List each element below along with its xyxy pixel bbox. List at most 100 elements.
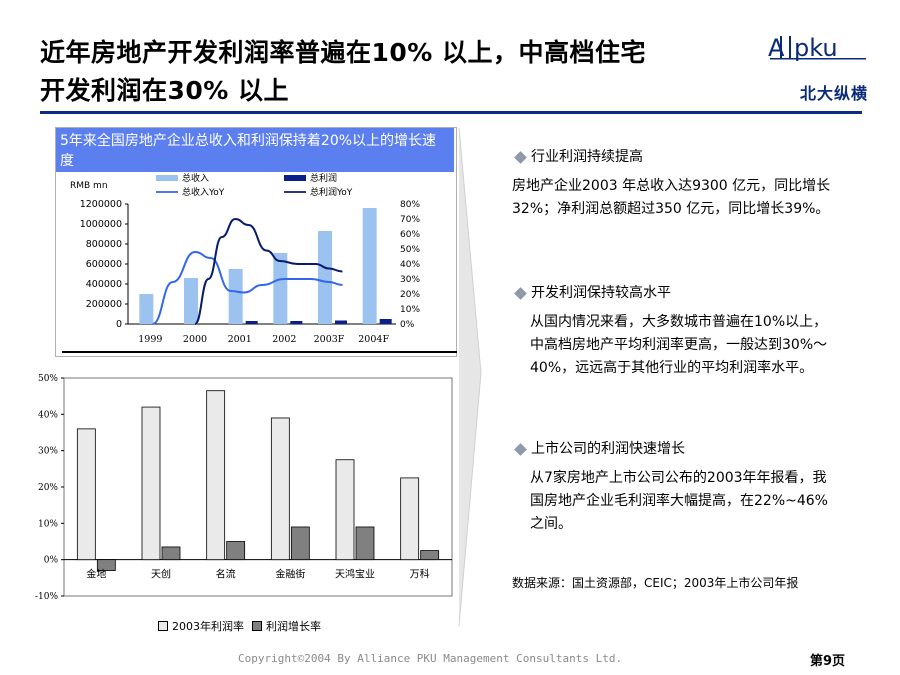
x-tick-label: 2004F [358, 334, 389, 345]
legend-label: 总收入YoY [182, 186, 225, 198]
legend-label-margin: 2003年利润率 [172, 620, 244, 633]
bar-revenue [362, 208, 377, 324]
svg-text:pku: pku [794, 34, 838, 62]
section-development-margin: 开发利润保持较高水平 从国内情况来看，大多数城市普遍在10%以上，中高档房地产平… [512, 282, 832, 380]
x-tick-label: 名流 [216, 568, 236, 581]
slide-title-line1: 近年房地产开发利润率普遍在10% 以上，中高档住宅 [40, 38, 647, 67]
bar-profit [379, 319, 392, 324]
x-tick-label: 天创 [151, 568, 171, 581]
line-revenue-yoy [152, 250, 343, 325]
y-tick-label: 40% [38, 410, 58, 420]
section-listed-company: 上市公司的利润快速增长 从7家房地产上市公司公布的2003年年报看，我国房地产企… [512, 438, 832, 536]
y-tick-label: 0% [44, 556, 59, 566]
y2-tick-label: 10% [400, 305, 420, 315]
x-tick-label: 1999 [138, 334, 162, 345]
x-tick-label: 金地 [86, 568, 106, 581]
bar-profit [290, 321, 303, 324]
y2-tick-label: 30% [400, 275, 420, 285]
y2-tick-label: 40% [400, 260, 420, 270]
chart2-legend: 2003年利润率 利润增长率 [158, 618, 321, 634]
y2-tick-label: 0% [400, 320, 415, 330]
y-tick-label: 0 [116, 319, 122, 330]
legend-label: 总收入 [182, 172, 209, 184]
slide-title-line2: 开发利润在30% 以上 [40, 76, 290, 105]
svg-text:A: A [768, 34, 785, 62]
revenue-profit-chart-panel: 5年来全国房地产企业总收入和利润保持着20%以上的增长速度 RMB mn 总收入总… [55, 127, 457, 357]
y2-tick-label: 20% [400, 290, 420, 300]
x-tick-label: 2002 [272, 334, 296, 345]
bullet-diamond-icon [514, 443, 527, 456]
section-body: 从国内情况来看，大多数城市普遍在10%以上，中高档房地产平均利润率更高，一般达到… [530, 314, 828, 376]
page-number: 第9页 [810, 654, 846, 669]
x-tick-label: 2000 [183, 334, 207, 345]
listed-company-margin-chart: -10% 0% 10% 20% 30% 40% 50% 金地 天创 名流 金融街 天鸿宝业 万科 [35, 374, 453, 602]
x-tick-label: 金融街 [275, 568, 305, 581]
bar-revenue [318, 231, 332, 324]
legend-label: 总利润YoY [310, 186, 353, 198]
bar-margin-2003 [206, 390, 226, 561]
bar-margin-2003 [270, 417, 290, 561]
data-source-note: 数据来源：国土资源部，CEIC；2003年上市公司年报 [512, 576, 799, 590]
section-heading: 行业利润持续提高 [531, 149, 643, 165]
chart1-caption: 5年来全国房地产企业总收入和利润保持着20%以上的增长速度 [56, 128, 454, 172]
bar-profit-growth [96, 559, 116, 571]
y-tick-label: 1000000 [80, 219, 122, 230]
bar-revenue [139, 294, 154, 324]
y-axis-unit-label: RMB mn [70, 181, 108, 191]
y-tick-label: 10% [38, 519, 58, 529]
y2-tick-label: 60% [400, 230, 420, 240]
section-body: 从7家房地产上市公司公布的2003年年报看，我国房地产企业毛利润率大幅提高，在2… [530, 470, 828, 532]
y2-tick-label: 70% [400, 215, 420, 225]
bar-revenue [184, 278, 198, 324]
company-logo: A pku [768, 34, 866, 62]
bar-profit-growth [226, 541, 246, 561]
bar-profit-growth [161, 546, 181, 561]
bar-margin-2003 [76, 428, 96, 561]
y-tick-label: 20% [38, 483, 58, 493]
slide-title: 近年房地产开发利润率普遍在10% 以上，中高档住宅 开发利润在30% 以上 [40, 34, 760, 110]
y-tick-label: 400000 [86, 279, 122, 290]
section-heading: 开发利润保持较高水平 [531, 285, 671, 301]
legend-label-growth: 利润增长率 [266, 620, 321, 633]
legend-label: 总利润 [310, 172, 337, 184]
x-tick-label: 万科 [410, 568, 430, 581]
bar-profit-growth [420, 550, 440, 561]
bar-revenue [273, 253, 288, 324]
y-tick-label: 1200000 [80, 199, 122, 210]
section-body: 房地产企业2003 年总收入达9300 亿元，同比增长32%；净利润总额超过35… [512, 178, 831, 217]
legend-swatch-growth [252, 621, 262, 631]
bar-profit [245, 321, 258, 324]
bar-profit [335, 320, 347, 324]
bar-margin-2003 [141, 406, 161, 561]
bar-profit-growth [355, 526, 375, 561]
x-tick-label: 2001 [228, 334, 252, 345]
brand-name: 北大纵横 [799, 84, 868, 103]
copyright-text: Copyright©2004 By Alliance PKU Managemen… [238, 652, 623, 665]
legend-swatch-margin [158, 621, 168, 631]
line-profit-yoy [194, 217, 343, 325]
bar-margin-2003 [400, 477, 420, 561]
title-divider [40, 111, 862, 114]
y2-tick-label: 80% [400, 200, 420, 210]
bar-revenue [228, 269, 243, 324]
plot-frame [63, 377, 453, 597]
bullet-diamond-icon [514, 151, 527, 164]
x-tick-label: 天鸿宝业 [335, 568, 375, 581]
y-tick-label: 50% [38, 374, 58, 384]
bar-margin-2003 [335, 459, 355, 561]
y-tick-label: 30% [38, 447, 58, 457]
x-tick-label: 2003F [314, 334, 345, 345]
y-tick-label: 600000 [86, 259, 122, 270]
arrow-separator [458, 128, 482, 626]
legend-swatch [284, 175, 306, 181]
y2-tick-label: 50% [400, 245, 420, 255]
section-heading: 上市公司的利润快速增长 [531, 441, 685, 457]
y-tick-label: 200000 [86, 299, 122, 310]
section-profit-growth: 行业利润持续提高 房地产企业2003 年总收入达9300 亿元，同比增长32%；… [512, 146, 832, 221]
y-tick-label: 800000 [86, 239, 122, 250]
legend-swatch [156, 175, 178, 181]
bullet-diamond-icon [514, 287, 527, 300]
y-tick-label: -10% [35, 592, 58, 602]
bar-profit-growth [290, 526, 310, 561]
